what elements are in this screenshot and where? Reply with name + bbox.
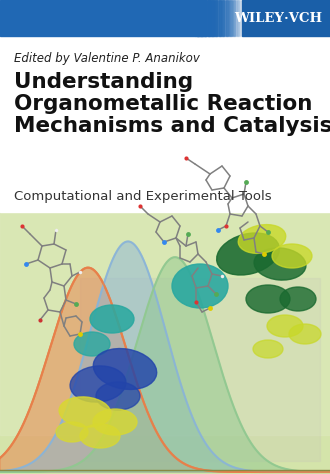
Ellipse shape: [289, 324, 321, 344]
Bar: [0, 212, 330, 435]
Text: Understanding
Organometallic Reaction
Mechanisms and Catalysis: Understanding Organometallic Reaction Me…: [14, 72, 330, 136]
Bar: [205, 0, 207, 36]
Bar: [195, 0, 196, 36]
Bar: [197, 0, 198, 36]
Bar: [80, 277, 320, 461]
Bar: [203, 0, 204, 36]
Bar: [199, 0, 200, 36]
Bar: [204, 0, 206, 36]
Bar: [240, 0, 241, 36]
Bar: [204, 0, 205, 36]
Bar: [0, 0, 195, 36]
Ellipse shape: [280, 287, 316, 311]
Bar: [208, 0, 210, 36]
Ellipse shape: [267, 315, 303, 337]
Bar: [207, 0, 208, 36]
Bar: [220, 0, 221, 36]
Bar: [227, 0, 228, 36]
Bar: [228, 0, 229, 36]
Bar: [233, 0, 235, 36]
Ellipse shape: [70, 366, 126, 402]
Bar: [229, 0, 230, 36]
Bar: [234, 0, 235, 36]
Bar: [232, 0, 233, 36]
Bar: [210, 0, 211, 36]
Ellipse shape: [59, 397, 111, 427]
Bar: [202, 0, 203, 36]
Bar: [209, 0, 211, 36]
Text: Edited by Valentine P. Ananikov: Edited by Valentine P. Ananikov: [14, 52, 200, 65]
Bar: [0, 36, 330, 212]
Bar: [196, 0, 197, 36]
Bar: [229, 0, 231, 36]
Bar: [222, 0, 223, 36]
Bar: [216, 0, 217, 36]
Ellipse shape: [253, 340, 283, 358]
Bar: [223, 0, 224, 36]
Bar: [235, 0, 236, 36]
Bar: [225, 0, 227, 36]
Bar: [214, 0, 215, 36]
Bar: [238, 0, 239, 36]
Ellipse shape: [254, 248, 306, 280]
Ellipse shape: [246, 285, 290, 313]
Ellipse shape: [238, 225, 286, 254]
Bar: [231, 0, 232, 36]
Ellipse shape: [93, 348, 157, 390]
Bar: [0, 212, 330, 474]
Bar: [206, 0, 207, 36]
Bar: [201, 0, 203, 36]
Ellipse shape: [56, 422, 88, 442]
Bar: [219, 0, 220, 36]
Bar: [221, 0, 222, 36]
Bar: [198, 0, 199, 36]
Ellipse shape: [90, 305, 134, 333]
Ellipse shape: [172, 264, 228, 308]
Bar: [242, 0, 330, 36]
Bar: [237, 0, 239, 36]
Ellipse shape: [272, 244, 312, 268]
Bar: [200, 0, 201, 36]
Bar: [215, 0, 217, 36]
Bar: [211, 0, 212, 36]
Bar: [214, 0, 216, 36]
Bar: [237, 0, 238, 36]
Bar: [222, 0, 224, 36]
Bar: [239, 0, 240, 36]
Bar: [217, 0, 218, 36]
Bar: [224, 0, 225, 36]
Bar: [201, 0, 202, 36]
Bar: [225, 0, 226, 36]
Ellipse shape: [96, 382, 140, 410]
Bar: [230, 0, 232, 36]
Ellipse shape: [80, 424, 120, 448]
Bar: [233, 0, 234, 36]
Bar: [241, 0, 243, 36]
Bar: [218, 0, 219, 36]
Bar: [226, 0, 228, 36]
Ellipse shape: [217, 233, 279, 275]
Ellipse shape: [93, 409, 137, 435]
Bar: [212, 0, 214, 36]
Bar: [218, 0, 220, 36]
Bar: [213, 0, 214, 36]
Bar: [208, 0, 209, 36]
Text: Computational and Experimental Tools: Computational and Experimental Tools: [14, 190, 272, 203]
Bar: [197, 0, 199, 36]
Bar: [241, 0, 242, 36]
Text: WILEY·VCH: WILEY·VCH: [234, 11, 322, 25]
Bar: [236, 0, 237, 36]
Ellipse shape: [74, 332, 110, 356]
Bar: [212, 0, 213, 36]
